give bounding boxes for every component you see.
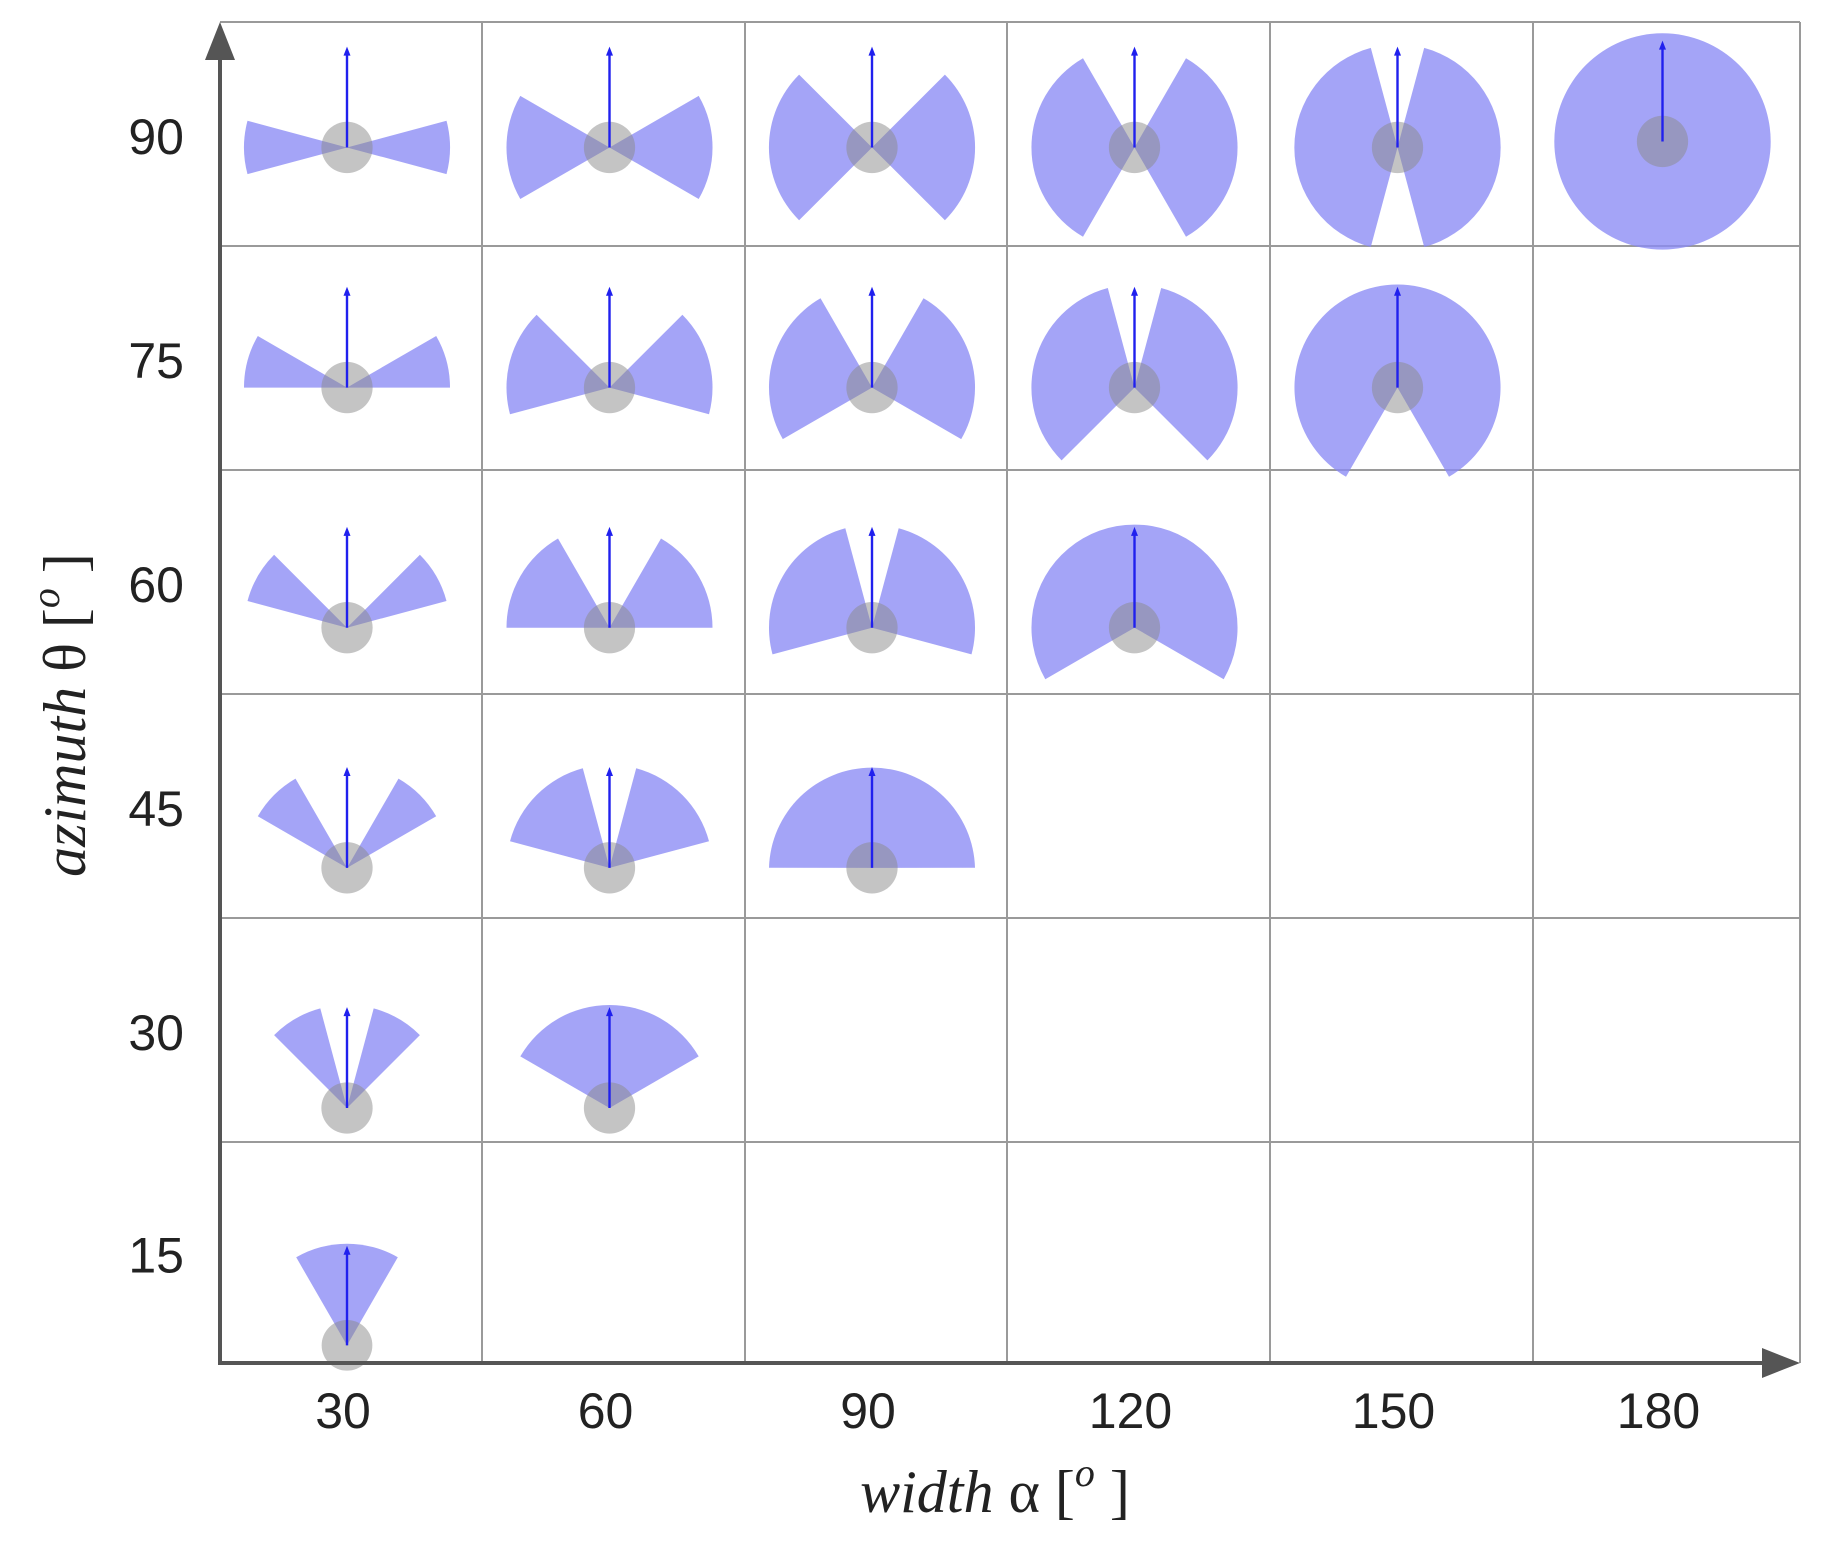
sector-wedge-left: [247, 554, 347, 628]
y-tick-label: 30: [128, 1005, 184, 1061]
sector-wedge-right: [347, 554, 447, 628]
sector-wedge-right: [609, 768, 709, 868]
heading-arrowhead: [343, 767, 351, 777]
sector-wedge-left: [768, 74, 872, 221]
sector-wedge-right: [347, 778, 437, 868]
heading-arrowhead: [343, 1245, 351, 1255]
heading-arrowhead: [606, 767, 613, 777]
sector-cell: [243, 286, 451, 414]
heading-arrowhead: [868, 526, 876, 536]
sector-cell: [243, 46, 451, 175]
y-tick-label: 15: [128, 1228, 184, 1284]
sector-wedge-right: [1134, 288, 1238, 461]
y-axis-title: azimuth θ [o ]: [23, 553, 98, 877]
sector-wedge-left: [768, 298, 872, 440]
heading-arrowhead: [606, 526, 613, 536]
sector-wedge-left: [510, 768, 610, 868]
sector-cell: [506, 526, 713, 654]
sector-cell: [768, 526, 976, 655]
x-axis-arrowhead: [1762, 1348, 1800, 1378]
sector-wedge-right: [609, 95, 713, 199]
sector-wedge-right: [872, 298, 976, 440]
x-axis-title: width α [o ]: [860, 1450, 1130, 1525]
sector-wedge-left: [243, 336, 347, 388]
y-tick-label: 60: [128, 557, 184, 613]
heading-arrowhead: [1394, 46, 1401, 56]
heading-arrowhead: [868, 46, 876, 56]
sector-cell: [506, 46, 713, 199]
sector-cell: [520, 1004, 699, 1134]
heading-arrowhead: [343, 46, 351, 56]
sector-wedge-right: [609, 538, 713, 628]
sector-wedge-left: [243, 120, 347, 175]
x-tick-label: 60: [578, 1383, 634, 1439]
heading-arrowhead: [868, 767, 876, 777]
sector-cells: [243, 33, 1771, 1371]
sector-wedge-left: [257, 778, 347, 868]
heading-arrowhead: [1394, 286, 1401, 296]
heading-arrowhead: [606, 286, 613, 296]
sector-cell: [296, 1243, 398, 1371]
sector-cell: [1554, 33, 1771, 250]
sector-cell: [1294, 46, 1501, 248]
sector-cell: [768, 286, 976, 440]
heading-arrowhead: [606, 46, 613, 56]
sector-wedge-left: [1031, 58, 1135, 237]
sector-wedge-right: [872, 528, 976, 655]
sector-wedge-left: [1294, 47, 1398, 248]
sector-wedge-right: [347, 1008, 420, 1108]
x-tick-label: 150: [1352, 1383, 1435, 1439]
sector-cell: [1031, 46, 1238, 237]
sector-wedge-left: [274, 1008, 347, 1108]
sector-cell: [1031, 524, 1238, 680]
axes: [205, 22, 1800, 1378]
heading-arrowhead: [868, 286, 876, 296]
sector-cell: [257, 767, 437, 894]
sector-cell: [506, 286, 713, 415]
sector-cell: [769, 767, 975, 894]
sector-wedge-right: [347, 336, 451, 388]
sector-cell: [768, 46, 976, 221]
heading-arrowhead: [343, 1007, 351, 1017]
sector-wedge-left: [506, 95, 610, 199]
sector-wedge-right: [1134, 58, 1238, 237]
sector-cell: [1294, 284, 1501, 477]
grid-lines: [220, 21, 1801, 1363]
sector-wedge-left: [506, 314, 610, 415]
x-tick-label: 120: [1089, 1383, 1172, 1439]
heading-arrowhead: [1131, 46, 1138, 56]
x-tick-label: 180: [1617, 1383, 1700, 1439]
x-tick-label: 30: [315, 1383, 371, 1439]
sector-wedge-left: [506, 538, 610, 628]
y-tick-labels: 90 75 60 45 30 15: [128, 109, 184, 1284]
sector-cell: [247, 526, 447, 654]
sector-wedge-right: [609, 314, 713, 415]
sector-cell: [274, 1007, 420, 1134]
heading-arrowhead: [343, 286, 351, 296]
x-tick-labels: 30 60 90 120 150 180: [315, 1383, 1700, 1439]
sector-wedge-right: [1397, 47, 1501, 248]
heading-arrowhead: [343, 526, 351, 536]
y-tick-label: 45: [128, 781, 184, 837]
sector-wedge-left: [1031, 288, 1135, 461]
sector-wedge-right: [347, 120, 451, 175]
heading-arrowhead: [1131, 526, 1138, 536]
heading-arrowhead: [1659, 40, 1666, 50]
y-tick-label: 90: [128, 109, 184, 165]
sector-wedge-left: [768, 528, 872, 655]
y-axis-arrowhead: [205, 22, 235, 60]
y-tick-label: 75: [128, 333, 184, 389]
heading-arrowhead: [606, 1007, 613, 1017]
sector-wedge-right: [872, 74, 976, 221]
sector-cell: [510, 767, 709, 894]
heading-arrowhead: [1131, 286, 1138, 296]
sector-cell: [1031, 286, 1238, 461]
x-tick-label: 90: [840, 1383, 896, 1439]
